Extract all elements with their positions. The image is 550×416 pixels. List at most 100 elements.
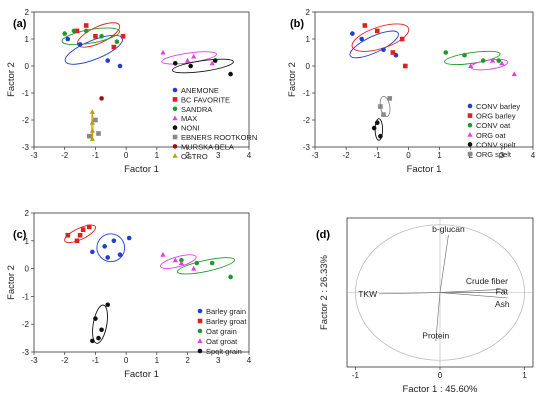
- x-tick-label: -2: [61, 151, 69, 160]
- data-point: [489, 57, 496, 63]
- panel-3: (c) -3 -2 -1 0 1 2 3 4 -3 -2 -1 0 1 2 Factor 1 Factor 2 B…: [6, 209, 252, 380]
- vector-label: Protein: [422, 330, 449, 340]
- x-axis-title: Factor 1: [407, 164, 442, 175]
- legend-marker: [467, 122, 473, 128]
- confidence-ellipse: [444, 50, 501, 65]
- data-point: [172, 61, 178, 66]
- loading-vector: [439, 234, 449, 293]
- x-tick-label: -3: [311, 151, 319, 160]
- y-tick-label: -3: [22, 348, 30, 357]
- x-axis-title: Factor 1 : 45.60%: [403, 384, 479, 395]
- data-point: [212, 58, 218, 63]
- plot-frame: [33, 11, 250, 148]
- legend-marker: [197, 348, 203, 354]
- y-tick-label: -3: [22, 143, 30, 152]
- data-point: [65, 232, 71, 238]
- confidence-ellipse: [172, 58, 234, 74]
- data-point: [96, 335, 101, 341]
- data-point: [93, 316, 98, 321]
- y-tick-label: 2: [25, 209, 30, 218]
- legend-marker: [197, 328, 203, 334]
- confidence-ellipse: [61, 27, 121, 46]
- y-axis-title: Factor 2: [287, 62, 298, 97]
- legend-label: OSTRO: [181, 152, 208, 161]
- legend-label: ANEMONE: [181, 86, 219, 95]
- data-point: [90, 338, 95, 344]
- data-point: [378, 133, 383, 139]
- legend-label: Oat grain: [206, 327, 237, 336]
- data-point: [89, 109, 95, 114]
- legend-label: Spelt grain: [206, 347, 242, 356]
- x-tick-label: 2: [185, 151, 190, 160]
- vector-label: Fat: [496, 287, 509, 297]
- confidence-ellipse: [64, 224, 97, 244]
- data-point: [480, 58, 486, 63]
- confidence-ellipse: [92, 304, 108, 344]
- data-point: [89, 128, 95, 133]
- data-point: [126, 235, 132, 241]
- legend-label: BC FAVORITE: [181, 95, 230, 104]
- panel-4: (d) -1 0 1 Factor 1 : 45.60% Factor 2 : 26.33…: [316, 217, 534, 395]
- x-tick-label: -1: [92, 356, 100, 365]
- x-axis-title: Factor 1: [124, 164, 159, 175]
- legend-marker: [197, 308, 203, 314]
- panel-label: (d): [316, 229, 330, 241]
- y-tick-label: -2: [22, 116, 30, 125]
- plot-frame: [314, 11, 534, 148]
- data-point: [172, 257, 178, 263]
- data-point: [468, 63, 474, 68]
- legend-label: NONI: [181, 124, 200, 133]
- confidence-ellipse: [349, 30, 399, 59]
- data-point: [228, 71, 233, 77]
- y-tick-label: -1: [303, 89, 311, 98]
- data-point: [111, 44, 117, 50]
- y-tick-label: -3: [303, 143, 311, 152]
- data-point: [120, 34, 126, 39]
- legend-marker: [467, 151, 473, 157]
- legend-marker: [172, 134, 178, 140]
- y-tick-label: 0: [25, 62, 30, 71]
- data-point: [65, 36, 71, 42]
- data-point: [160, 49, 166, 55]
- legend-label: CONV spelt: [476, 140, 517, 149]
- x-tick-label: -3: [30, 151, 38, 160]
- x-tick-label: 4: [531, 151, 536, 160]
- x-tick-label: 0: [438, 371, 443, 380]
- legend-marker: [172, 144, 178, 149]
- loading-vector: [439, 288, 506, 293]
- data-point: [184, 57, 191, 63]
- legend-label: EBNERS ROOTKORN: [181, 133, 257, 142]
- data-point: [381, 112, 386, 117]
- legend-label: Barley grain: [206, 307, 246, 316]
- y-tick-label: -2: [22, 320, 30, 329]
- x-tick-label: 0: [406, 151, 411, 160]
- data-point: [443, 50, 449, 55]
- x-tick-label: 1: [155, 356, 160, 365]
- legend-label: CONV barley: [476, 102, 520, 111]
- legend-marker: [197, 338, 203, 343]
- legend-label: Barley groat: [206, 317, 247, 326]
- x-tick-label: -1: [92, 151, 100, 160]
- y-tick-label: 1: [25, 237, 30, 246]
- data-point: [80, 227, 86, 232]
- data-point: [228, 274, 233, 280]
- data-point: [99, 96, 104, 101]
- legend-label: SANDRA: [181, 105, 212, 114]
- legend-marker: [467, 103, 473, 109]
- data-point: [387, 96, 393, 101]
- data-point: [191, 53, 197, 59]
- data-point: [111, 238, 117, 244]
- data-point: [74, 238, 80, 244]
- x-tick-label: 3: [216, 151, 221, 160]
- x-tick-label: -2: [343, 151, 351, 160]
- x-tick-label: -1: [374, 151, 382, 160]
- y-tick-label: 0: [306, 62, 311, 71]
- y-axis-title: Factor 2: [6, 62, 17, 97]
- data-point: [93, 34, 98, 39]
- x-tick-label: 4: [247, 151, 252, 160]
- y-tick-label: -1: [22, 89, 30, 98]
- x-tick-label: 3: [216, 356, 221, 365]
- y-axis-title: Factor 2 : 26.33%: [319, 254, 330, 330]
- data-point: [90, 249, 95, 255]
- legend-label: ORG barley: [476, 112, 516, 121]
